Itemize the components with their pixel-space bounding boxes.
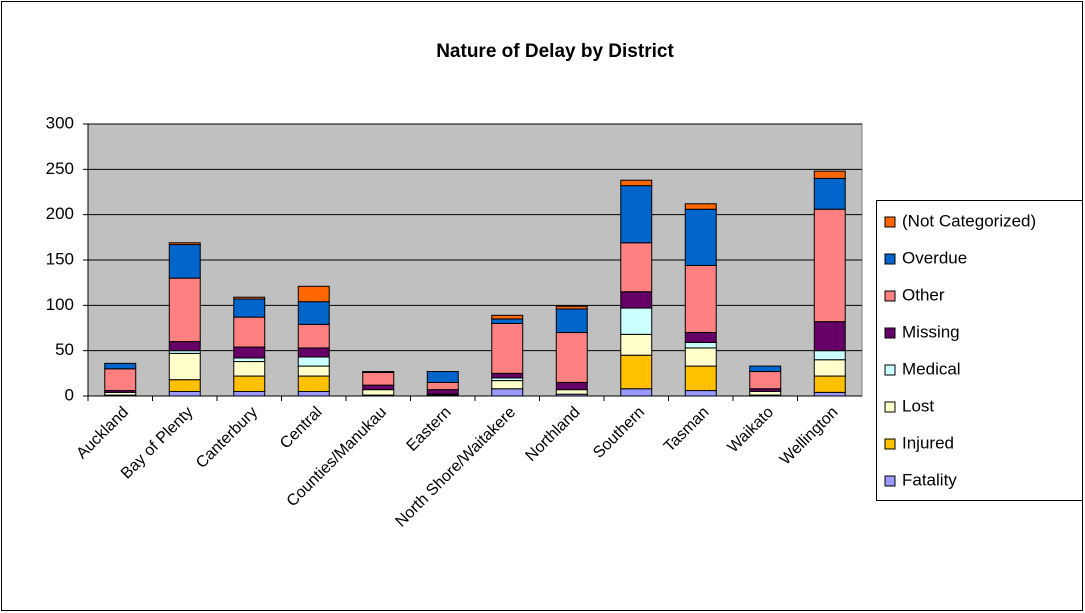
bar-segment [104, 368, 137, 392]
legend-label: Injured [902, 433, 954, 452]
bar-segment [362, 384, 395, 391]
legend-label: Missing [902, 322, 960, 341]
legend-swatch [884, 253, 896, 265]
bar-segment [233, 316, 266, 348]
bar-segment [555, 308, 588, 334]
bar-segment [297, 323, 330, 349]
bar-segment [426, 371, 459, 383]
bar-segment [684, 203, 717, 210]
legend-label: Other [902, 285, 945, 304]
bar-segment [104, 362, 137, 370]
bar-segment [233, 375, 266, 392]
bar-segment [620, 354, 653, 390]
bar-segment [684, 208, 717, 266]
bar-segment [297, 375, 330, 392]
bar-segment [620, 333, 653, 356]
legend-swatch [884, 438, 896, 450]
bar-segment [168, 390, 201, 397]
bar-segment [813, 170, 846, 179]
bar-segment [491, 372, 524, 379]
bar-segment [233, 346, 266, 359]
bar-segment [749, 390, 782, 396]
legend-label: Overdue [902, 248, 967, 267]
legend-swatch [884, 401, 896, 413]
legend [876, 200, 1083, 501]
legend-label: Fatality [902, 470, 957, 489]
bar-segment [297, 285, 330, 303]
y-tick-label: 50 [55, 340, 74, 359]
bar-segment [168, 341, 201, 352]
legend-label: (Not Categorized) [902, 211, 1036, 230]
bar-segment [684, 365, 717, 392]
bar-segment [555, 332, 588, 383]
bar-segment [684, 332, 717, 344]
bar-segment [168, 277, 201, 343]
bar-segment [620, 185, 653, 244]
legend-swatch [884, 290, 896, 302]
bar-segment [168, 379, 201, 392]
bar-segment [684, 347, 717, 367]
chart-title: Nature of Delay by District [436, 41, 674, 62]
legend-swatch [884, 364, 896, 376]
bar-segment [555, 305, 588, 310]
y-tick-label: 150 [46, 249, 74, 268]
bar-segment [620, 242, 653, 293]
bar-segment [426, 389, 459, 395]
bar-segment [813, 359, 846, 377]
bar-segment [620, 388, 653, 397]
bar-segment [555, 389, 588, 395]
bar-segment [297, 347, 330, 358]
bar-segment [233, 298, 266, 318]
y-tick-label: 300 [46, 113, 74, 132]
bar-segment [297, 356, 330, 367]
bar-segment [168, 352, 201, 381]
y-tick-label: 0 [65, 385, 74, 404]
bar-segment [491, 318, 524, 324]
bar-segment [233, 296, 266, 300]
bar-segment [426, 381, 459, 391]
legend-swatch [884, 475, 896, 487]
bar-segment [813, 375, 846, 393]
bar-segment [233, 361, 266, 377]
bar-segment [297, 390, 330, 397]
bar-segment [233, 357, 266, 363]
bar-segment [297, 301, 330, 325]
bar-segment [297, 365, 330, 377]
y-tick-label: 250 [46, 159, 74, 178]
bar-segment [362, 371, 395, 373]
bar-segment [362, 389, 395, 396]
bar-segment [168, 242, 201, 246]
bar-segment [813, 208, 846, 323]
bar-segment [491, 388, 524, 397]
bar-segment [749, 365, 782, 373]
bar-segment [813, 321, 846, 352]
bar-segment [620, 179, 653, 187]
bar-segment [491, 322, 524, 374]
bar-segment [620, 291, 653, 309]
bar-segment [749, 371, 782, 390]
bar-segment [684, 264, 717, 334]
bar-segment [491, 314, 524, 320]
bar-segment [684, 390, 717, 397]
bar-segment [362, 371, 395, 386]
legend-label: Medical [902, 359, 961, 378]
bar-segment [555, 381, 588, 391]
bar-segment [620, 307, 653, 335]
legend-swatch [884, 327, 896, 339]
bar-segment [813, 177, 846, 210]
legend-swatch [884, 216, 896, 228]
bar-segment [168, 244, 201, 279]
y-tick-label: 100 [46, 295, 74, 314]
bar-segment [684, 342, 717, 349]
bar-segment [813, 350, 846, 361]
y-tick-label: 200 [46, 204, 74, 223]
bar-segment [491, 380, 524, 390]
bar-segment [233, 390, 266, 397]
bar-segment [813, 391, 846, 397]
legend-label: Lost [902, 396, 934, 415]
